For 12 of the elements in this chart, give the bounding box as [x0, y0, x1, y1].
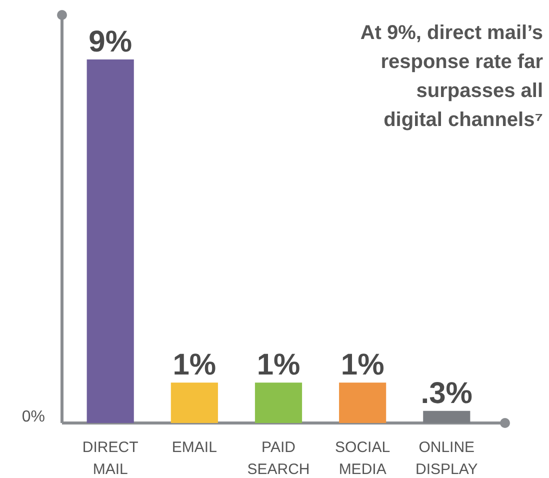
data-label: 1% [256, 348, 300, 382]
data-label: 1% [340, 348, 384, 382]
text: 0% [22, 408, 45, 426]
data-label: .3% [420, 376, 472, 410]
x-tick-label: DIRECT MAIL [82, 439, 138, 478]
x-tick-label: EMAIL [172, 439, 217, 456]
x-tick-label: PAID SEARCH [247, 439, 310, 478]
x-tick-label: ONLINE DISPLAY [416, 439, 478, 478]
data-label: 9% [88, 25, 132, 58]
data-label: 1% [172, 348, 216, 382]
text: At 9%, direct mail’s response rate far surpasses all digital channels⁷ [360, 22, 544, 131]
x-tick-label: SOCIAL MEDIA [335, 439, 390, 478]
